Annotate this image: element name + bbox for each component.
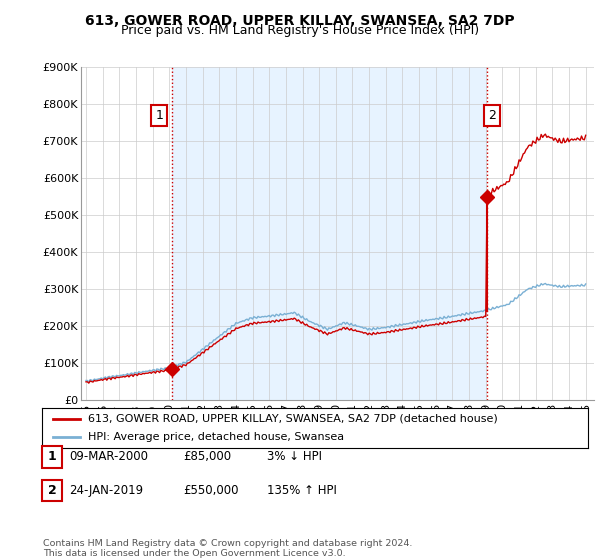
Text: £85,000: £85,000 xyxy=(183,450,231,464)
Text: 135% ↑ HPI: 135% ↑ HPI xyxy=(267,484,337,497)
Text: 613, GOWER ROAD, UPPER KILLAY, SWANSEA, SA2 7DP (detached house): 613, GOWER ROAD, UPPER KILLAY, SWANSEA, … xyxy=(88,414,498,423)
Text: 1: 1 xyxy=(48,450,56,464)
Text: £550,000: £550,000 xyxy=(183,484,239,497)
Text: HPI: Average price, detached house, Swansea: HPI: Average price, detached house, Swan… xyxy=(88,432,344,442)
Text: 2: 2 xyxy=(48,484,56,497)
Text: 1: 1 xyxy=(155,109,163,122)
Text: 09-MAR-2000: 09-MAR-2000 xyxy=(69,450,148,464)
Text: 3% ↓ HPI: 3% ↓ HPI xyxy=(267,450,322,464)
Text: 613, GOWER ROAD, UPPER KILLAY, SWANSEA, SA2 7DP: 613, GOWER ROAD, UPPER KILLAY, SWANSEA, … xyxy=(85,14,515,28)
Text: 24-JAN-2019: 24-JAN-2019 xyxy=(69,484,143,497)
Bar xyxy=(172,67,487,400)
Text: Price paid vs. HM Land Registry's House Price Index (HPI): Price paid vs. HM Land Registry's House … xyxy=(121,24,479,36)
Text: 2: 2 xyxy=(488,109,496,122)
Text: Contains HM Land Registry data © Crown copyright and database right 2024.
This d: Contains HM Land Registry data © Crown c… xyxy=(43,539,413,558)
